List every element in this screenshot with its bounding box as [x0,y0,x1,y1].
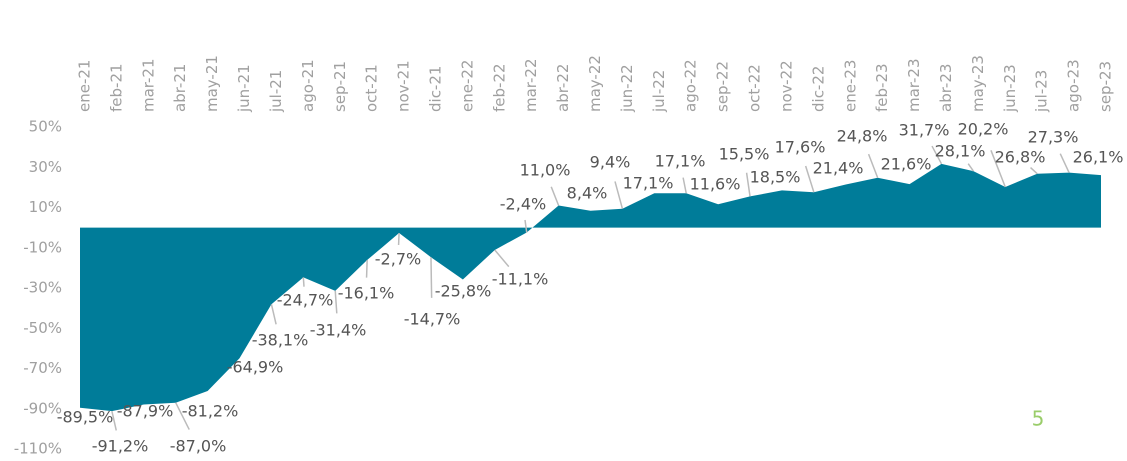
leader-line [550,186,560,206]
leader-line [967,163,974,172]
leader-line [334,290,338,314]
x-tick-label: jul-22 [650,70,668,113]
x-tick-label: mar-21 [139,58,157,112]
y-tick-label: -50% [23,319,62,337]
x-tick-label: jun-22 [618,64,636,113]
x-tick-label: abr-22 [554,64,572,112]
x-tick-label: jun-21 [235,64,253,113]
data-label: -11,1% [492,270,549,289]
x-tick-label: oct-22 [746,64,764,112]
data-label: -87,0% [170,437,227,456]
data-label: 21,6% [881,155,932,174]
leader-line [867,153,879,178]
leader-line [524,219,528,233]
data-label: 26,8% [995,148,1046,167]
leader-line [175,402,190,430]
data-label: -91,2% [92,437,149,456]
data-label: 11,6% [690,175,741,194]
x-tick-label: nov-21 [395,60,413,112]
x-tick-label: dic-21 [426,66,444,112]
data-label: -81,2% [182,402,239,421]
x-tick-label: may-22 [586,55,604,112]
x-tick-label: oct-21 [363,64,381,112]
leader-line [111,410,117,431]
x-tick-label: ago-21 [299,59,317,112]
page-number: 5 [1032,407,1045,431]
data-label: -14,7% [404,310,461,329]
data-label: 20,2% [958,120,1009,139]
x-tick-label: feb-23 [873,63,891,112]
y-tick-label: 50% [29,118,62,136]
x-tick-label: abr-21 [171,64,189,112]
y-tick-label: 30% [29,158,62,176]
y-tick-label: -70% [23,359,62,377]
x-tick-label: ago-22 [682,59,700,112]
data-label: -2,7% [375,250,421,269]
leader-line [430,257,433,298]
leader-line [1059,153,1070,173]
x-tick-label: ago-23 [1065,59,1083,112]
x-tick-label: feb-22 [490,63,508,112]
x-tick-label: mar-23 [905,58,923,112]
x-tick-label: dic-22 [809,66,827,112]
y-tick-label: -90% [23,399,62,417]
data-label: 17,1% [655,152,706,171]
leader-line [804,165,815,193]
data-label: 18,5% [750,168,801,187]
leader-line [682,177,687,194]
x-tick-label: ene-22 [458,60,476,112]
x-tick-label: ene-23 [841,60,859,112]
data-label: -24,7% [277,291,334,310]
x-tick-label: sep-21 [331,61,349,112]
data-label: 11,0% [520,161,571,180]
leader-line [614,181,624,209]
leader-line [990,150,1006,188]
data-label: -31,4% [310,321,367,340]
x-tick-label: nov-22 [777,60,795,112]
data-label: -16,1% [338,284,395,303]
data-label: 28,1% [935,142,986,161]
leader-line [745,172,751,197]
x-tick-label: abr-23 [937,64,955,112]
x-tick-label: sep-22 [714,61,732,112]
x-tick-label: jun-23 [1001,64,1019,113]
y-tick-label: -110% [14,440,62,458]
data-label: 21,4% [813,159,864,178]
data-label: 9,4% [590,153,631,172]
x-tick-label: feb-21 [107,63,125,112]
x-tick-label: sep-23 [1097,61,1115,112]
data-label: -38,1% [252,331,309,350]
data-label: -89,5% [57,408,114,427]
data-label: 24,8% [837,127,888,146]
data-label: 17,6% [775,138,826,157]
data-label: 17,1% [623,174,674,193]
x-tick-label: ene-21 [76,60,94,112]
leader-line [270,304,277,325]
data-label: 26,1% [1073,148,1124,167]
area [80,163,1101,412]
x-tick-label: mar-22 [522,58,540,112]
leader-line [1030,167,1038,175]
data-label: -2,4% [500,195,546,214]
leader-line [494,249,510,268]
x-tick-label: jul-23 [1033,70,1051,113]
data-label: 15,5% [719,145,770,164]
data-label: -87,9% [117,402,174,421]
y-tick-label: -10% [23,238,62,256]
data-label: -25,8% [435,282,492,301]
data-label: -64,9% [227,358,284,377]
leader-line [931,145,943,165]
leader-line [302,277,305,287]
x-tick-label: jul-21 [267,70,285,113]
data-label: 27,3% [1028,128,1079,147]
y-tick-label: 10% [29,198,62,216]
y-tick-label: -30% [23,279,62,297]
data-label: 8,4% [567,184,608,203]
x-tick-label: may-23 [969,55,987,112]
leader-line [365,260,368,278]
data-label: 31,7% [899,121,950,140]
x-tick-label: may-21 [203,55,221,112]
